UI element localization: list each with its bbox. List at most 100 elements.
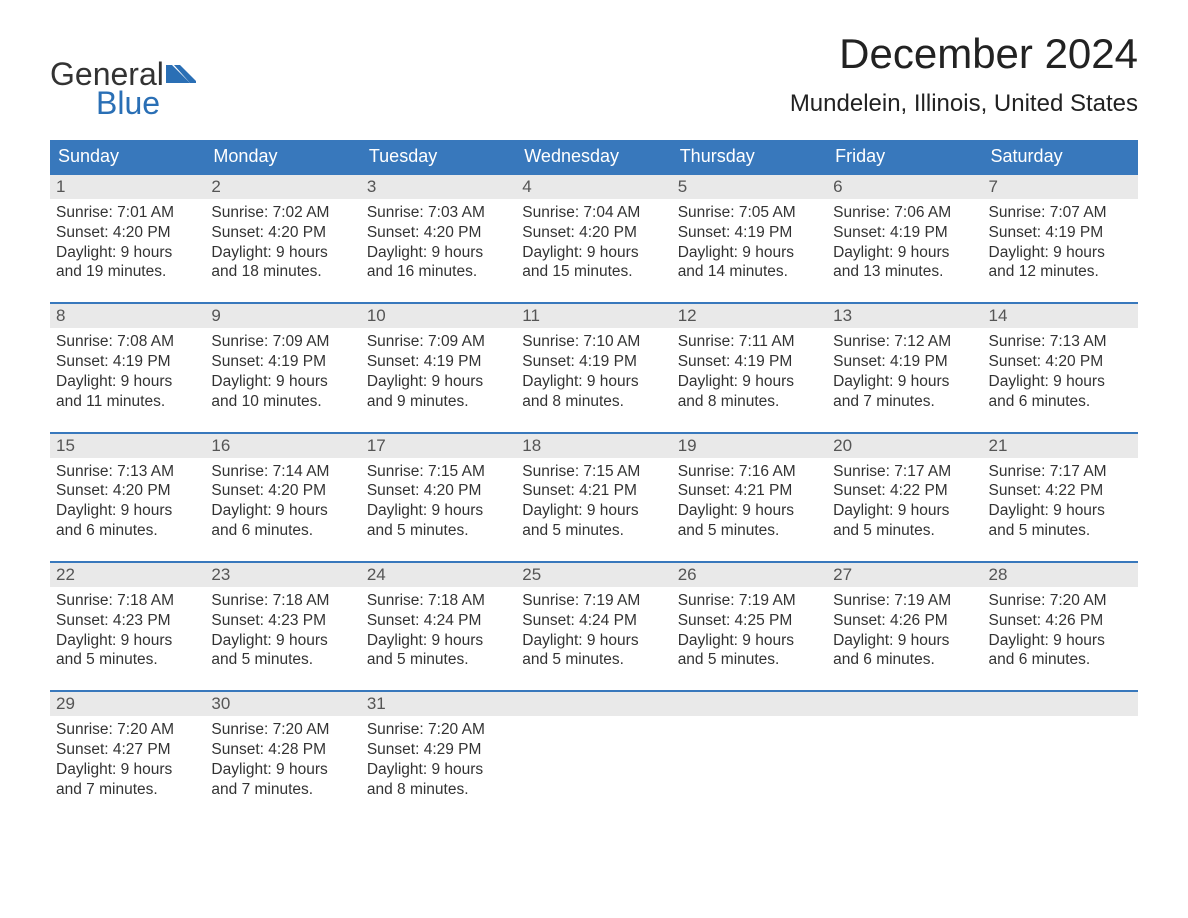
day-content: Sunrise: 7:09 AMSunset: 4:19 PMDaylight:… (205, 328, 360, 417)
week-row: 8Sunrise: 7:08 AMSunset: 4:19 PMDaylight… (50, 302, 1138, 417)
sunset-line: Sunset: 4:19 PM (367, 352, 510, 372)
sunrise-line: Sunrise: 7:17 AM (833, 462, 976, 482)
daylight1-line: Daylight: 9 hours (56, 243, 199, 263)
day-number: 4 (516, 175, 671, 199)
sunrise-line: Sunrise: 7:06 AM (833, 203, 976, 223)
sunset-line: Sunset: 4:19 PM (678, 352, 821, 372)
daylight1-line: Daylight: 9 hours (211, 501, 354, 521)
sunset-line: Sunset: 4:19 PM (678, 223, 821, 243)
sunset-line: Sunset: 4:19 PM (522, 352, 665, 372)
day-number: 10 (361, 304, 516, 328)
day-number: 2 (205, 175, 360, 199)
sunrise-line: Sunrise: 7:09 AM (367, 332, 510, 352)
daylight2-line: and 11 minutes. (56, 392, 199, 412)
sunset-line: Sunset: 4:22 PM (989, 481, 1132, 501)
daylight1-line: Daylight: 9 hours (678, 372, 821, 392)
day-cell: 16Sunrise: 7:14 AMSunset: 4:20 PMDayligh… (205, 434, 360, 547)
daylight2-line: and 5 minutes. (367, 521, 510, 541)
day-cell: 30Sunrise: 7:20 AMSunset: 4:28 PMDayligh… (205, 692, 360, 805)
sunrise-line: Sunrise: 7:01 AM (56, 203, 199, 223)
day-number: 13 (827, 304, 982, 328)
sunrise-line: Sunrise: 7:15 AM (522, 462, 665, 482)
day-cell: 27Sunrise: 7:19 AMSunset: 4:26 PMDayligh… (827, 563, 982, 676)
daylight1-line: Daylight: 9 hours (211, 243, 354, 263)
day-cell: 6Sunrise: 7:06 AMSunset: 4:19 PMDaylight… (827, 175, 982, 288)
daylight1-line: Daylight: 9 hours (678, 501, 821, 521)
sunset-line: Sunset: 4:19 PM (833, 223, 976, 243)
daylight1-line: Daylight: 9 hours (367, 760, 510, 780)
day-cell: 8Sunrise: 7:08 AMSunset: 4:19 PMDaylight… (50, 304, 205, 417)
daylight1-line: Daylight: 9 hours (367, 501, 510, 521)
daylight2-line: and 6 minutes. (833, 650, 976, 670)
week-row: 29Sunrise: 7:20 AMSunset: 4:27 PMDayligh… (50, 690, 1138, 805)
daylight2-line: and 19 minutes. (56, 262, 199, 282)
day-content: Sunrise: 7:03 AMSunset: 4:20 PMDaylight:… (361, 199, 516, 288)
month-title: December 2024 (790, 30, 1138, 78)
sunrise-line: Sunrise: 7:18 AM (56, 591, 199, 611)
day-number: 29 (50, 692, 205, 716)
daylight2-line: and 18 minutes. (211, 262, 354, 282)
day-number: 7 (983, 175, 1138, 199)
day-cell: 25Sunrise: 7:19 AMSunset: 4:24 PMDayligh… (516, 563, 671, 676)
daylight2-line: and 16 minutes. (367, 262, 510, 282)
sunset-line: Sunset: 4:26 PM (833, 611, 976, 631)
weekday-wednesday: Wednesday (516, 140, 671, 173)
day-content: Sunrise: 7:09 AMSunset: 4:19 PMDaylight:… (361, 328, 516, 417)
day-content: Sunrise: 7:15 AMSunset: 4:21 PMDaylight:… (516, 458, 671, 547)
weekday-monday: Monday (205, 140, 360, 173)
daylight2-line: and 5 minutes. (678, 521, 821, 541)
daylight2-line: and 8 minutes. (678, 392, 821, 412)
sunrise-line: Sunrise: 7:18 AM (211, 591, 354, 611)
sunset-line: Sunset: 4:19 PM (211, 352, 354, 372)
day-cell: 2Sunrise: 7:02 AMSunset: 4:20 PMDaylight… (205, 175, 360, 288)
daylight1-line: Daylight: 9 hours (989, 631, 1132, 651)
daylight2-line: and 5 minutes. (989, 521, 1132, 541)
weekday-friday: Friday (827, 140, 982, 173)
sunset-line: Sunset: 4:24 PM (367, 611, 510, 631)
weekday-header-row: SundayMondayTuesdayWednesdayThursdayFrid… (50, 140, 1138, 173)
day-number (983, 692, 1138, 716)
sunrise-line: Sunrise: 7:20 AM (211, 720, 354, 740)
day-cell (983, 692, 1138, 805)
day-content: Sunrise: 7:04 AMSunset: 4:20 PMDaylight:… (516, 199, 671, 288)
day-cell: 19Sunrise: 7:16 AMSunset: 4:21 PMDayligh… (672, 434, 827, 547)
day-number: 23 (205, 563, 360, 587)
daylight1-line: Daylight: 9 hours (833, 501, 976, 521)
day-cell: 3Sunrise: 7:03 AMSunset: 4:20 PMDaylight… (361, 175, 516, 288)
daylight2-line: and 5 minutes. (522, 521, 665, 541)
day-number: 3 (361, 175, 516, 199)
day-cell: 11Sunrise: 7:10 AMSunset: 4:19 PMDayligh… (516, 304, 671, 417)
sunset-line: Sunset: 4:20 PM (56, 223, 199, 243)
day-number: 20 (827, 434, 982, 458)
day-number: 19 (672, 434, 827, 458)
sunrise-line: Sunrise: 7:19 AM (522, 591, 665, 611)
day-number: 11 (516, 304, 671, 328)
sunrise-line: Sunrise: 7:20 AM (56, 720, 199, 740)
sunset-line: Sunset: 4:28 PM (211, 740, 354, 760)
day-cell: 29Sunrise: 7:20 AMSunset: 4:27 PMDayligh… (50, 692, 205, 805)
daylight2-line: and 14 minutes. (678, 262, 821, 282)
daylight1-line: Daylight: 9 hours (211, 631, 354, 651)
day-content: Sunrise: 7:18 AMSunset: 4:24 PMDaylight:… (361, 587, 516, 676)
sunset-line: Sunset: 4:23 PM (56, 611, 199, 631)
daylight2-line: and 6 minutes. (211, 521, 354, 541)
daylight2-line: and 10 minutes. (211, 392, 354, 412)
sunset-line: Sunset: 4:20 PM (522, 223, 665, 243)
day-cell: 5Sunrise: 7:05 AMSunset: 4:19 PMDaylight… (672, 175, 827, 288)
day-content: Sunrise: 7:19 AMSunset: 4:24 PMDaylight:… (516, 587, 671, 676)
day-cell: 20Sunrise: 7:17 AMSunset: 4:22 PMDayligh… (827, 434, 982, 547)
daylight2-line: and 5 minutes. (678, 650, 821, 670)
day-number: 17 (361, 434, 516, 458)
daylight1-line: Daylight: 9 hours (989, 372, 1132, 392)
day-number: 22 (50, 563, 205, 587)
daylight2-line: and 5 minutes. (56, 650, 199, 670)
sunrise-line: Sunrise: 7:07 AM (989, 203, 1132, 223)
daylight2-line: and 15 minutes. (522, 262, 665, 282)
daylight1-line: Daylight: 9 hours (678, 243, 821, 263)
sunset-line: Sunset: 4:24 PM (522, 611, 665, 631)
day-content: Sunrise: 7:20 AMSunset: 4:28 PMDaylight:… (205, 716, 360, 805)
sunrise-line: Sunrise: 7:15 AM (367, 462, 510, 482)
sunrise-line: Sunrise: 7:19 AM (833, 591, 976, 611)
weekday-saturday: Saturday (983, 140, 1138, 173)
day-content: Sunrise: 7:13 AMSunset: 4:20 PMDaylight:… (983, 328, 1138, 417)
